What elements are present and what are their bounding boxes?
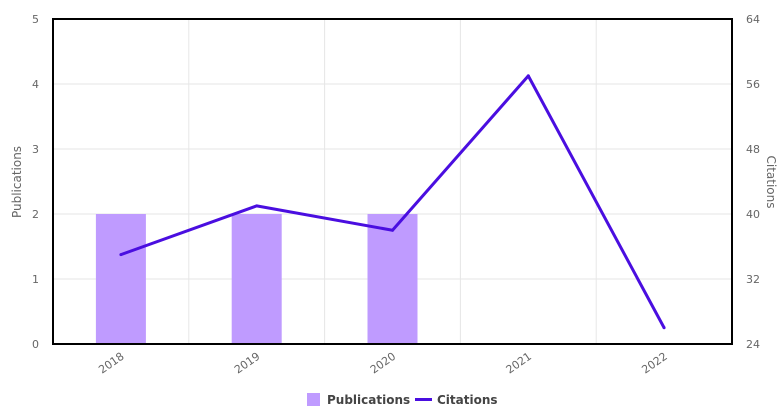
right-y-tick-label: 48	[746, 143, 760, 156]
x-tick-label: 2021	[504, 350, 534, 377]
legend-swatch-publications	[307, 393, 320, 406]
plot-frame	[52, 18, 733, 345]
left-axis-title: Publications	[10, 146, 24, 218]
left-y-tick-label: 3	[32, 143, 39, 156]
x-tick-label: 2019	[232, 350, 262, 377]
legend-label-citations: Citations	[437, 393, 498, 407]
right-y-tick-label: 24	[746, 338, 760, 351]
left-y-tick-label: 2	[32, 208, 39, 221]
left-y-tick-label: 0	[32, 338, 39, 351]
left-y-tick-label: 1	[32, 273, 39, 286]
citations-point-2018	[119, 253, 123, 257]
citations-line-group	[119, 74, 666, 330]
citations-point-2020	[391, 228, 394, 232]
citations-point-2022	[662, 326, 666, 330]
right-y-tick-label: 32	[746, 273, 760, 286]
legend-label-publications: Publications	[327, 393, 410, 407]
citations-point-2021	[526, 74, 530, 78]
legend: Publications Citations	[307, 393, 498, 407]
x-ticks: 2018 2019 2020 2021 2022	[96, 350, 670, 377]
bar-2020	[367, 214, 418, 344]
right-y-tick-label: 56	[746, 78, 760, 91]
right-y-tick-label: 64	[746, 13, 760, 26]
bar-2019	[231, 214, 282, 344]
citations-point-2019	[255, 204, 259, 208]
x-tick-label: 2020	[368, 350, 398, 377]
left-y-ticks: 0 1 2 3 4 5	[32, 13, 39, 351]
x-tick-label: 2018	[96, 350, 126, 377]
right-y-ticks: 24 32 40 48 56 64	[746, 13, 760, 351]
x-tick-label: 2022	[639, 350, 669, 377]
right-axis-title: Citations	[764, 155, 778, 208]
bar-2018	[95, 214, 146, 344]
publication-bars	[95, 214, 418, 344]
right-y-tick-label: 40	[746, 208, 760, 221]
left-y-tick-label: 4	[32, 78, 39, 91]
left-y-tick-label: 5	[32, 13, 39, 26]
